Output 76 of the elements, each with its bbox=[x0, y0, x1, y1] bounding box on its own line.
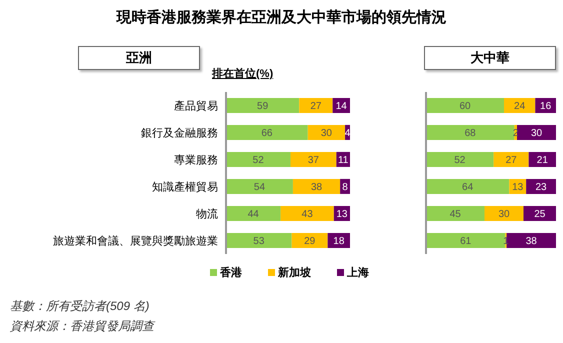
data-label: 8 bbox=[342, 182, 348, 193]
data-label: 37 bbox=[308, 154, 320, 166]
data-label: 27 bbox=[310, 100, 322, 112]
bar bbox=[506, 232, 556, 248]
data-label: 60 bbox=[459, 100, 471, 112]
data-label: 38 bbox=[526, 236, 538, 247]
x-axis-title: 排在首位(%) bbox=[212, 66, 274, 81]
data-label: 68 bbox=[464, 128, 476, 139]
bar bbox=[524, 206, 556, 221]
bar bbox=[426, 232, 506, 248]
data-label: 25 bbox=[534, 208, 546, 220]
data-label: 59 bbox=[257, 100, 269, 112]
data-label: 27 bbox=[506, 154, 518, 166]
legend-label: 香港 bbox=[219, 266, 242, 280]
data-label: 18 bbox=[333, 236, 345, 247]
data-label: 52 bbox=[454, 154, 466, 166]
bar bbox=[494, 152, 529, 167]
bar bbox=[504, 98, 536, 113]
bar bbox=[426, 178, 510, 194]
bar bbox=[292, 232, 328, 248]
bar bbox=[290, 152, 336, 167]
data-label: 54 bbox=[254, 182, 266, 193]
bar bbox=[280, 206, 334, 221]
data-label: 43 bbox=[302, 208, 314, 220]
data-label: 30 bbox=[530, 128, 542, 139]
y-tick-label: 專業服務 bbox=[174, 153, 218, 166]
bar bbox=[426, 152, 494, 167]
data-label: 14 bbox=[336, 100, 348, 112]
bar bbox=[226, 98, 300, 113]
bar bbox=[226, 206, 281, 221]
data-label: 45 bbox=[450, 208, 462, 220]
bar bbox=[292, 178, 340, 194]
bar bbox=[226, 124, 308, 140]
data-label: 61 bbox=[460, 236, 472, 247]
bar bbox=[299, 98, 333, 113]
data-label: 1 bbox=[503, 236, 510, 247]
bar bbox=[528, 152, 556, 167]
data-label: 52 bbox=[252, 154, 264, 166]
y-tick-label: 銀行及金融服務 bbox=[141, 127, 218, 140]
chart-title: 大中華 bbox=[424, 46, 556, 70]
source-note: 資料來源：香港貿發局調查 bbox=[10, 318, 154, 335]
data-label: 11 bbox=[338, 154, 349, 166]
data-label: 16 bbox=[540, 100, 552, 112]
data-label: 30 bbox=[498, 208, 510, 220]
text: 基數：所有受訪者(509 名) bbox=[10, 298, 150, 315]
legend-label: 新加坡 bbox=[277, 266, 311, 280]
y-tick-label: 知識產權貿易 bbox=[152, 180, 218, 194]
data-label: 30 bbox=[320, 128, 332, 139]
y-tick-label: 旅遊業和會議、展覽與獎勵旅遊業 bbox=[53, 234, 218, 248]
bar bbox=[517, 124, 556, 140]
bar bbox=[226, 232, 292, 248]
data-label: 13 bbox=[512, 182, 524, 193]
bar bbox=[426, 124, 514, 140]
y-tick-label: 物流 bbox=[196, 207, 218, 220]
legend-label: 上海 bbox=[346, 266, 369, 280]
bar bbox=[226, 178, 293, 194]
bar bbox=[526, 178, 556, 194]
y-tick-label: 產品貿易 bbox=[174, 99, 218, 112]
data-label: 44 bbox=[248, 208, 260, 220]
data-label: 53 bbox=[253, 236, 265, 247]
data-label: 4 bbox=[344, 128, 351, 139]
bar bbox=[308, 124, 346, 140]
chart-subtitle: 亞洲 bbox=[78, 46, 200, 70]
data-label: 21 bbox=[536, 154, 548, 166]
data-label: 64 bbox=[462, 182, 474, 193]
data-label: 66 bbox=[261, 128, 273, 139]
bar bbox=[226, 152, 290, 167]
data-label: 29 bbox=[304, 236, 316, 247]
bar bbox=[426, 98, 504, 113]
data-label: 23 bbox=[535, 182, 548, 193]
chart-title: 現時香港服務業界在亞洲及大中華市場的領先情況 bbox=[115, 8, 448, 27]
bar bbox=[484, 206, 524, 221]
data-label: 24 bbox=[514, 100, 526, 112]
bar bbox=[426, 206, 484, 221]
data-label: 38 bbox=[310, 182, 323, 193]
data-label: 13 bbox=[336, 208, 348, 220]
